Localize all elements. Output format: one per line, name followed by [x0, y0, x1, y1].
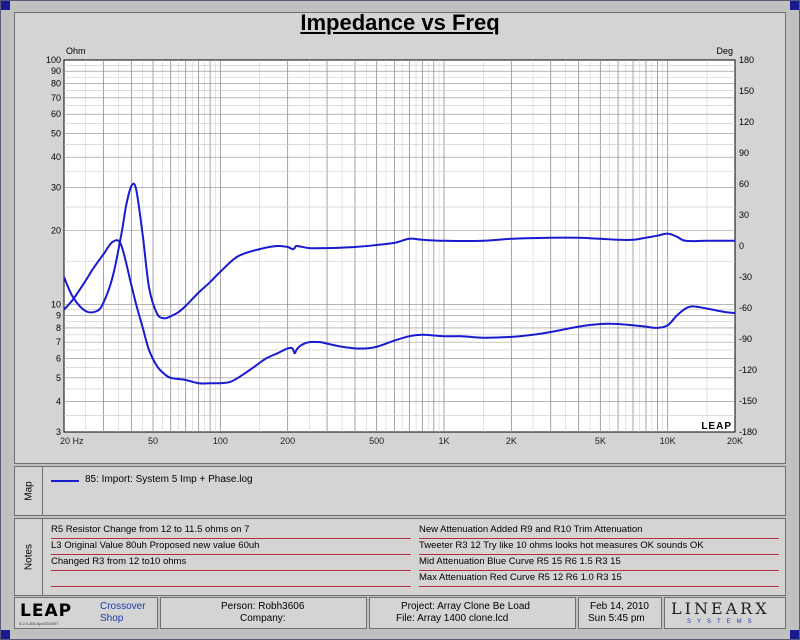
company-label: Company:: [240, 613, 286, 624]
x-tick: 2K: [506, 436, 517, 446]
y-left-tick: 4: [56, 396, 61, 406]
x-tick: 500: [369, 436, 384, 446]
x-tick: 100: [213, 436, 228, 446]
y-right-tick: 150: [739, 86, 754, 96]
corner-marker: [1, 630, 10, 639]
y-left-tick: 10: [51, 299, 61, 309]
y-left-tick: 90: [51, 66, 61, 76]
product-box: LEAP 5.2.0.306 Apr/20/2007 Crossover Sho…: [14, 597, 158, 629]
linearx-logo: LINEARX: [671, 599, 770, 618]
note-line[interactable]: Mid Attenuation Blue Curve R5 15 R6 1.5 …: [419, 556, 779, 571]
impedance-curve: [63, 239, 736, 385]
y-left-tick: 9: [56, 310, 61, 320]
y-right-tick: -60: [739, 303, 752, 313]
note-line[interactable]: Tweeter R3 12 Try like 10 ohms looks hot…: [419, 540, 779, 555]
y-left-tick: 60: [51, 109, 61, 119]
y-right-tick: -30: [739, 272, 752, 282]
plot-watermark: LEAP: [701, 421, 732, 432]
x-tick: 1K: [438, 436, 449, 446]
y-left-tick: 80: [51, 79, 61, 89]
x-tick: 10K: [660, 436, 676, 446]
y-left-tick: 100: [46, 55, 61, 65]
y-left-tick: 50: [51, 129, 61, 139]
product-line1: Crossover: [100, 601, 146, 612]
time-label: Sun 5:45 pm: [588, 613, 645, 624]
y-right-tick: 0: [739, 241, 744, 251]
map-panel: Map 85: Import: System 5 Imp + Phase.log: [14, 466, 786, 516]
y-left-tick: 40: [51, 152, 61, 162]
date-label: Feb 14, 2010: [590, 601, 649, 612]
y-right-tick: 180: [739, 55, 754, 65]
phase-curve: [63, 182, 735, 320]
y-left-tick: 70: [51, 93, 61, 103]
x-tick: 20K: [727, 436, 743, 446]
logo-version: 5.2.0.306 Apr/20/2007: [19, 621, 59, 626]
y-right-tick: 30: [739, 210, 749, 220]
project-label: Project: Array Clone Be Load: [401, 601, 530, 612]
note-line[interactable]: [51, 572, 411, 587]
note-line[interactable]: Changed R3 from 12 to10 ohms: [51, 556, 411, 571]
y-right-tick: -180: [739, 427, 757, 437]
y-right-tick: -90: [739, 334, 752, 344]
corner-marker: [1, 1, 10, 10]
linearx-sub: SYSTEMS: [687, 619, 758, 625]
person-box: Person: Robh3606 Company:: [160, 597, 367, 629]
legend-label: 85: Import: System 5 Imp + Phase.log: [85, 474, 253, 485]
y-right-unit: Deg: [716, 46, 733, 56]
note-line[interactable]: R5 Resistor Change from 12 to 11.5 ohms …: [51, 524, 411, 539]
y-right-tick: 90: [739, 148, 749, 158]
y-right-tick: 60: [739, 179, 749, 189]
y-left-tick: 6: [56, 353, 61, 363]
map-tab-label: Map: [23, 481, 34, 501]
product-line2: Shop: [100, 613, 124, 624]
x-tick: 20 Hz: [60, 436, 84, 446]
x-tick: 5K: [595, 436, 606, 446]
chart-title: Impedance vs Freq: [300, 10, 500, 35]
note-line[interactable]: L3 Original Value 80uh Proposed new valu…: [51, 540, 411, 555]
project-box: Project: Array Clone Be Load File: Array…: [369, 597, 576, 629]
y-left-tick: 8: [56, 323, 61, 333]
corner-marker: [790, 1, 799, 10]
y-left-tick: 3: [56, 427, 61, 437]
y-left-tick: 30: [51, 183, 61, 193]
y-left-unit: Ohm: [66, 46, 86, 56]
y-left-tick: 5: [56, 373, 61, 383]
note-line[interactable]: Max Attenuation Red Curve R5 12 R6 1.0 R…: [419, 572, 779, 587]
y-left-tick: 7: [56, 337, 61, 347]
legend-swatch: [51, 480, 79, 482]
notes-tab-label: Notes: [23, 543, 34, 571]
notes-panel: Notes: [14, 518, 786, 596]
file-label: File: Array 1400 clone.lcd: [396, 613, 509, 624]
brand-box: LINEARX SYSTEMS: [664, 597, 786, 629]
person-label: Person: Robh3606: [221, 601, 305, 612]
datetime-box: Feb 14, 2010 Sun 5:45 pm: [578, 597, 662, 629]
x-tick: 50: [148, 436, 158, 446]
plot-area: [63, 59, 736, 433]
leap-logo: LEAP: [20, 601, 73, 621]
note-line[interactable]: New Attenuation Added R9 and R10 Trim At…: [419, 524, 779, 539]
y-right-tick: -150: [739, 396, 757, 406]
y-right-tick: -120: [739, 365, 757, 375]
notes-tab[interactable]: Notes: [15, 519, 43, 595]
y-left-tick: 20: [51, 226, 61, 236]
y-right-tick: 120: [739, 117, 754, 127]
corner-marker: [790, 630, 799, 639]
x-tick: 200: [280, 436, 295, 446]
map-area: 85: Import: System 5 Imp + Phase.log: [45, 470, 782, 512]
map-tab[interactable]: Map: [15, 467, 43, 515]
